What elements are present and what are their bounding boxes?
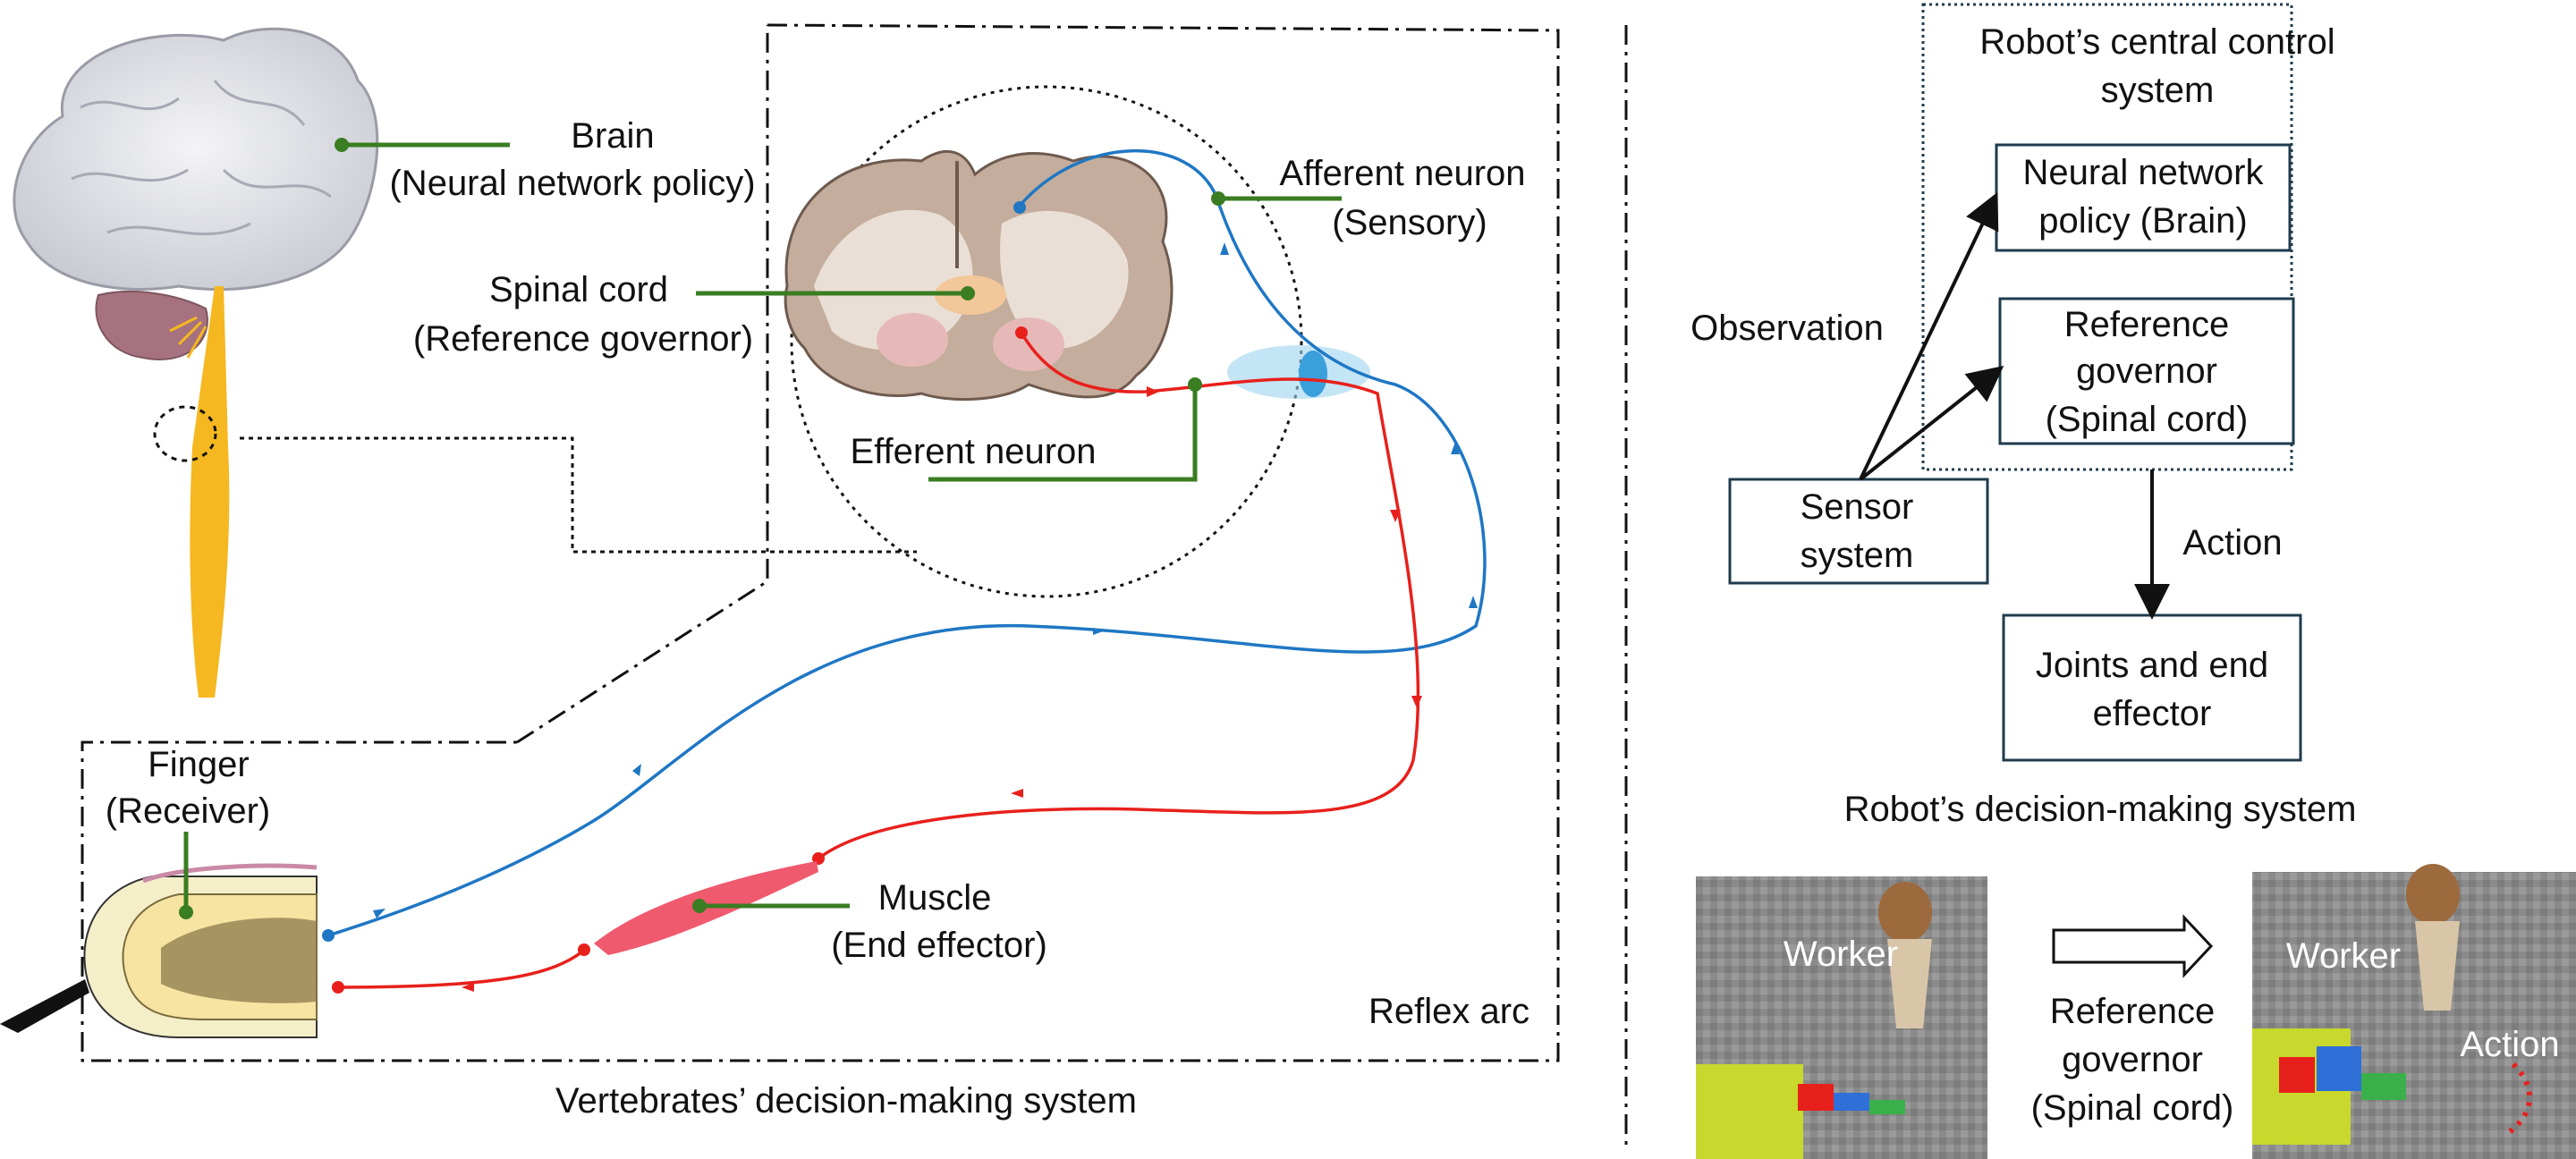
- joints-box: [2002, 613, 2302, 762]
- zoom-circle: [153, 405, 217, 462]
- observation-label: Observation: [1690, 309, 1884, 348]
- transition-arrow: [2052, 914, 2214, 978]
- leader-lines: [183, 142, 1342, 912]
- reference-governor-box: [1998, 297, 2295, 445]
- sim-left-image: Worker: [1696, 876, 1987, 1159]
- finger-sublabel: (Receiver): [106, 791, 270, 831]
- efferent-label: Efferent neuron: [850, 432, 1096, 471]
- spinal-cross-section: [784, 85, 1303, 598]
- rg-box-line3: (Spinal cord): [2046, 400, 2249, 439]
- sim-right-worker-label: Worker: [2286, 936, 2401, 976]
- afferent-label: Afferent neuron: [1279, 154, 1525, 193]
- afferent-sublabel: (Sensory): [1332, 203, 1487, 242]
- nn-box-line1: Neural network: [2022, 153, 2264, 192]
- muscle-label: Muscle: [878, 878, 992, 918]
- action-label: Action: [2182, 523, 2282, 563]
- left-caption: Vertebrates’ decision-making system: [555, 1081, 1137, 1121]
- sensor-box-line2: system: [1801, 536, 1914, 575]
- spinal-sublabel: (Reference governor): [413, 319, 753, 359]
- sim-transition-line3: (Spinal cord): [2031, 1088, 2234, 1128]
- reflex-arc-frame: [80, 23, 1560, 1062]
- spinal-cord-shape: [190, 286, 230, 698]
- rg-box-line2: governor: [2076, 351, 2217, 391]
- joints-box-line2: effector: [2093, 694, 2212, 733]
- finger-illustration: [0, 863, 318, 1038]
- muscle-sublabel: (End effector): [831, 926, 1047, 965]
- sim-transition-line1: Reference: [2050, 992, 2216, 1031]
- nn-box-line2: policy (Brain): [2038, 201, 2247, 241]
- sim-transition-line2: governor: [2062, 1040, 2203, 1079]
- brain-illustration: [13, 27, 917, 698]
- brain-label: Brain: [571, 116, 654, 156]
- control-title-line1: Robot’s central control: [1979, 22, 2334, 62]
- finger-label: Finger: [148, 745, 249, 784]
- joints-box-line1: Joints and end: [2036, 646, 2268, 685]
- leader-dots: [179, 138, 1225, 919]
- spinal-label: Spinal cord: [489, 270, 668, 309]
- brain-sublabel: (Neural network policy): [389, 164, 755, 203]
- rg-box-line1: Reference: [2064, 305, 2230, 344]
- control-system-frame: [1921, 3, 2293, 471]
- sensor-system-box: [1728, 478, 1989, 585]
- sim-left-worker-label: Worker: [1784, 935, 1898, 974]
- sim-right-action-label: Action: [2460, 1025, 2559, 1064]
- efferent-neuron-path: [332, 326, 1422, 994]
- sim-right-image: Worker Action: [2252, 864, 2576, 1159]
- afferent-neuron-path: [322, 149, 1487, 942]
- nn-policy-box: [1995, 143, 2292, 252]
- flow-arrows: [1859, 191, 2170, 620]
- control-title-line2: system: [2101, 71, 2215, 110]
- right-caption: Robot’s decision-making system: [1844, 790, 2357, 829]
- reflex-arc-label: Reflex arc: [1368, 992, 1530, 1031]
- sensor-box-line1: Sensor: [1801, 487, 1914, 527]
